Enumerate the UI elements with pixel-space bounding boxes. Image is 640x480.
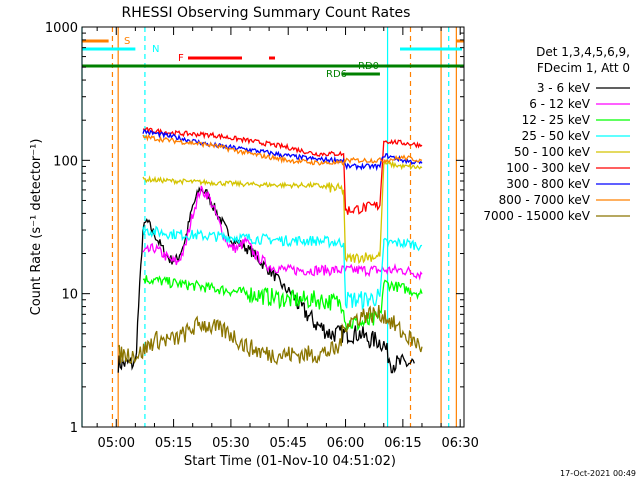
x-tick-label: 05:45 xyxy=(269,436,306,451)
y-tick-label: 100 xyxy=(53,154,78,169)
series-line-1 xyxy=(142,185,423,281)
legend-label: 100 - 300 keV xyxy=(506,161,590,175)
annotation-label-F: F xyxy=(178,53,184,64)
series-line-5 xyxy=(142,127,423,215)
legend-label: 6 - 12 keV xyxy=(529,97,591,111)
legend-label: 12 - 25 keV xyxy=(522,113,591,127)
series-line-4 xyxy=(142,159,423,265)
legend-header-line-2: FDecim 1, Att 0 xyxy=(537,61,630,75)
y-tick-label: 10 xyxy=(61,288,78,303)
y-tick-label: 1000 xyxy=(45,21,78,36)
annotation-label-S: S xyxy=(124,36,130,47)
series-line-6 xyxy=(142,128,423,172)
legend-label: 3 - 6 keV xyxy=(537,81,591,95)
series-line-2 xyxy=(142,275,423,333)
series-line-3 xyxy=(142,225,423,311)
series-line-7 xyxy=(142,133,423,167)
x-tick-label: 05:00 xyxy=(98,436,135,451)
x-tick-label: 06:00 xyxy=(327,436,364,451)
legend-label: 800 - 7000 keV xyxy=(499,193,591,207)
x-axis-label: Start Time (01-Nov-10 04:51:02) xyxy=(184,454,396,469)
legend-header-line-1: Det 1,3,4,5,6,9, xyxy=(536,45,630,59)
legend-label: 300 - 800 keV xyxy=(506,177,590,191)
legend-label: 7000 - 15000 keV xyxy=(483,209,590,223)
x-tick-label: 05:30 xyxy=(212,436,249,451)
annotation-label-RD0: RD0 xyxy=(358,61,379,72)
x-tick-label: 06:30 xyxy=(441,436,478,451)
chart-title: RHESSI Observing Summary Count Rates xyxy=(122,5,411,21)
x-tick-label: 05:15 xyxy=(155,436,192,451)
annotation-label-RD6: RD6 xyxy=(326,69,347,80)
legend-label: 25 - 50 keV xyxy=(522,129,591,143)
x-tick-label: 06:15 xyxy=(384,436,421,451)
y-axis-label: Count Rate (s⁻¹ detector⁻¹) xyxy=(29,139,44,316)
plot-frame xyxy=(81,26,465,428)
y-tick-label: 1 xyxy=(70,421,78,436)
annotation-label-N: N xyxy=(152,44,159,55)
legend-label: 50 - 100 keV xyxy=(514,145,591,159)
footer-timestamp: 17-Oct-2021 00:49 xyxy=(560,469,636,478)
series-line-8 xyxy=(117,305,423,366)
